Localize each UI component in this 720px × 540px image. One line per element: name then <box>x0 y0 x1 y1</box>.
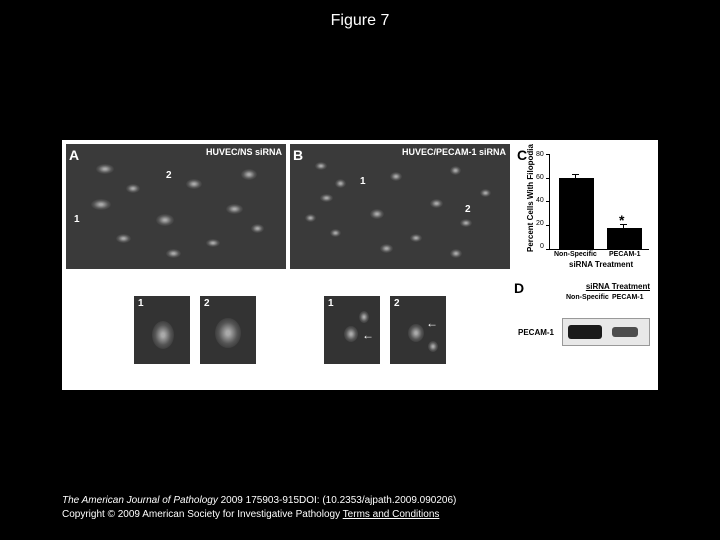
chart-star: * <box>619 212 624 228</box>
panel-b: B HUVEC/PECAM-1 siRNA 1 2 <box>290 144 510 269</box>
chart-x-axis <box>549 249 649 250</box>
ytick-80: 80 <box>536 151 544 158</box>
blot-title: siRNA Treatment <box>586 282 650 291</box>
chart-ylabel: Percent Cells With Filopodia <box>526 144 535 252</box>
inset-b2: 2 ← <box>388 294 448 366</box>
terms-link[interactable]: Terms and Conditions <box>343 509 440 520</box>
inset-a2-num: 2 <box>204 298 210 309</box>
inset-a2: 2 <box>198 294 258 366</box>
inset-b1-num: 1 <box>328 298 334 309</box>
blot-band-pecam <box>612 327 638 337</box>
blot-col1: Non-Specific <box>566 294 609 301</box>
panel-d-blot: D siRNA Treatment Non-Specific PECAM-1 P… <box>514 280 654 380</box>
citation-block: The American Journal of Pathology 2009 1… <box>62 494 456 522</box>
panel-b-num1: 1 <box>360 176 366 187</box>
chart-xlabel-ns: Non-Specific <box>554 251 597 258</box>
panel-a-num2: 2 <box>166 170 172 181</box>
citation-journal: The American Journal of Pathology <box>62 495 218 506</box>
chart-bar-nonspecific <box>559 178 594 249</box>
inset-a1-num: 1 <box>138 298 144 309</box>
figure-container: A HUVEC/NS siRNA 1 2 B HUVEC/PECAM-1 siR… <box>62 140 658 390</box>
ytick-40: 40 <box>536 197 544 204</box>
panel-b-label: B <box>293 147 303 163</box>
panel-c-label: C <box>517 147 527 163</box>
panel-b-caption: HUVEC/PECAM-1 siRNA <box>402 147 506 157</box>
ytick-60: 60 <box>536 174 544 181</box>
blot-band-ns <box>568 325 602 339</box>
chart-xaxis-title: siRNA Treatment <box>569 260 633 269</box>
inset-b2-num: 2 <box>394 298 400 309</box>
blot-col2: PECAM-1 <box>612 294 644 301</box>
inset-a1: 1 <box>132 294 192 366</box>
panel-a-caption: HUVEC/NS siRNA <box>206 147 282 157</box>
citation-copyright: Copyright © 2009 American Society for In… <box>62 509 343 520</box>
inset-b1: 1 ← <box>322 294 382 366</box>
panel-a: A HUVEC/NS siRNA 1 2 <box>66 144 286 269</box>
panel-b-num2: 2 <box>465 204 471 215</box>
chart-xlabel-pecam: PECAM-1 <box>609 251 641 258</box>
panel-d-label: D <box>514 280 524 296</box>
chart-bar-pecam1 <box>607 228 642 249</box>
panel-a-num1: 1 <box>74 214 80 225</box>
panel-a-label: A <box>69 147 79 163</box>
ytick-0: 0 <box>540 243 544 250</box>
blot-row: PECAM-1 <box>518 328 554 337</box>
citation-ref: 2009 175903-915DOI: (10.2353/ajpath.2009… <box>218 495 457 506</box>
figure-title: Figure 7 <box>0 0 720 30</box>
panel-c-chart: C Percent Cells With Filopodia 80 60 40 … <box>514 144 654 269</box>
chart-y-axis <box>549 154 550 249</box>
ytick-20: 20 <box>536 220 544 227</box>
